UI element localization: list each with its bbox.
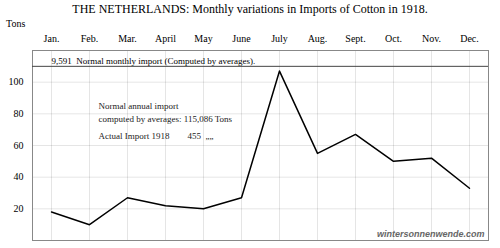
svg-text:100: 100 (9, 76, 24, 87)
svg-text:Mar.: Mar. (118, 33, 137, 44)
svg-text:May: May (194, 33, 212, 44)
svg-text:June: June (232, 33, 251, 44)
svg-text:80: 80 (14, 108, 24, 119)
svg-text:Actual Import 1918 455: Actual Import 1918 455 „„ (99, 131, 214, 141)
svg-text:Oct.: Oct. (385, 33, 402, 44)
svg-text:Normal annual importcomputed b: Normal annual importcomputed by averages… (99, 101, 233, 124)
svg-text:wintersonnenwende.com: wintersonnenwende.com (377, 229, 485, 239)
svg-text:Sept.: Sept. (345, 33, 365, 44)
svg-text:Nov.: Nov. (422, 33, 441, 44)
svg-text:April: April (155, 33, 176, 44)
svg-text:Dec.: Dec. (460, 33, 479, 44)
svg-text:Aug.: Aug. (308, 33, 328, 44)
svg-text:60: 60 (14, 140, 24, 151)
html-text:THE NETHERLANDS: Monthly varia: THE NETHERLANDS: Monthly variations in I… (72, 2, 428, 16)
svg-text:Feb.: Feb. (81, 33, 99, 44)
html-text:Tons: Tons (6, 18, 26, 29)
svg-text:20: 20 (14, 203, 24, 214)
svg-text:9,591 Normal monthly import (: 9,591 Normal monthly import (Computed by… (52, 56, 256, 66)
svg-text:40: 40 (14, 171, 24, 182)
svg-text:July: July (271, 33, 288, 44)
svg-text:Jan.: Jan. (44, 33, 60, 44)
